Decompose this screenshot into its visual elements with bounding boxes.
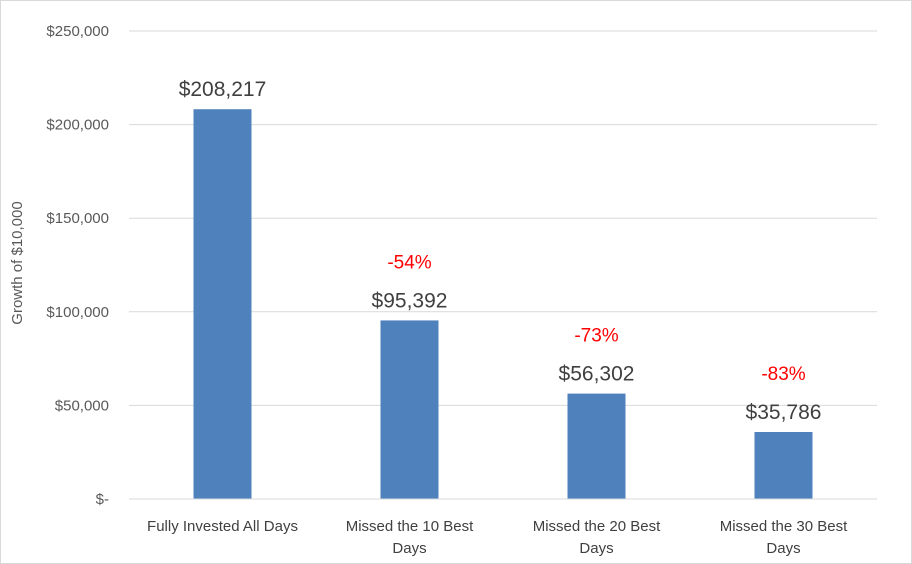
category-label: Missed the 20 Best Days xyxy=(533,518,661,557)
bar-value-label: $95,392 xyxy=(372,289,448,312)
category-label: Fully Invested All Days xyxy=(147,518,298,535)
bars xyxy=(193,109,813,499)
bar xyxy=(567,393,626,499)
y-tick-label: $- xyxy=(96,491,109,508)
change-percent-label: -54% xyxy=(387,252,431,273)
bar xyxy=(380,320,439,499)
y-tick-label: $250,000 xyxy=(46,23,109,40)
value-labels: $208,217 $95,392 -54% $56,302 -73% $35,786 -83… xyxy=(179,78,822,424)
y-tick-label: $50,000 xyxy=(55,397,109,414)
y-tick-label: $200,000 xyxy=(46,117,109,134)
bar-value-label: $208,217 xyxy=(179,78,267,101)
bar-value-label: $56,302 xyxy=(559,363,635,386)
category-label: Missed the 10 Best Days xyxy=(346,518,474,557)
y-tick-label: $150,000 xyxy=(46,210,109,227)
category-label: Missed the 30 Best Days xyxy=(720,518,848,557)
y-tick-label: $100,000 xyxy=(46,304,109,321)
y-axis-label: Growth of $10,000 xyxy=(9,201,26,324)
bar xyxy=(193,109,252,499)
gridlines xyxy=(129,30,877,406)
bar-value-label: $35,786 xyxy=(746,401,822,424)
y-axis-ticks: $- $50,000 $100,000 $150,000 $200,000 $250,00… xyxy=(46,23,109,508)
bar xyxy=(754,432,813,499)
change-percent-label: -73% xyxy=(574,326,618,347)
category-labels: Fully Invested All Days Missed the 10 Bes… xyxy=(147,518,848,557)
change-percent-label: -83% xyxy=(761,364,805,385)
